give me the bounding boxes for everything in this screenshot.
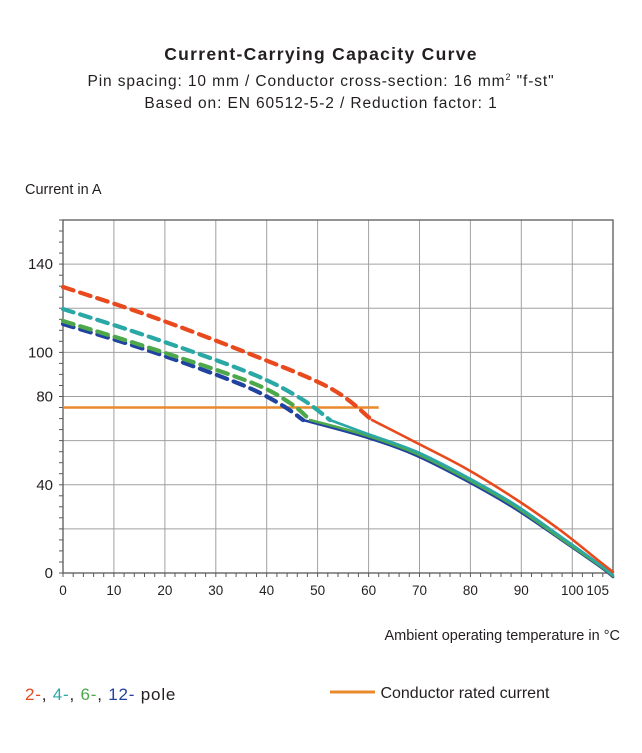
svg-text:90: 90 — [514, 583, 529, 598]
svg-text:50: 50 — [310, 583, 325, 598]
svg-text:80: 80 — [463, 583, 478, 598]
svg-text:10: 10 — [106, 583, 121, 598]
svg-text:30: 30 — [208, 583, 223, 598]
svg-text:100: 100 — [561, 583, 584, 598]
svg-text:40: 40 — [259, 583, 274, 598]
svg-text:40: 40 — [36, 477, 53, 494]
svg-text:105: 105 — [586, 583, 609, 598]
svg-text:100: 100 — [28, 344, 53, 361]
svg-text:70: 70 — [412, 583, 427, 598]
svg-text:80: 80 — [36, 389, 53, 406]
svg-text:0: 0 — [45, 565, 53, 582]
svg-text:20: 20 — [157, 583, 172, 598]
svg-text:0: 0 — [59, 583, 67, 598]
svg-text:140: 140 — [28, 256, 53, 273]
svg-text:60: 60 — [361, 583, 376, 598]
